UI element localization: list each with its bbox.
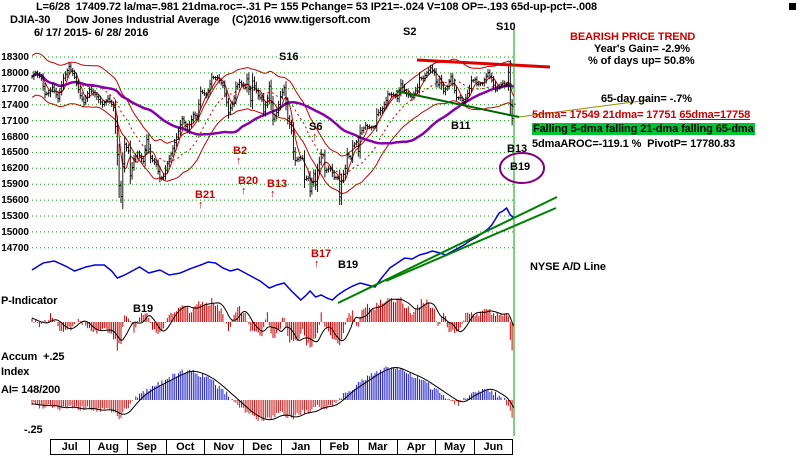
price-y-axis: 18300 18000 17700 17400 17100 16800 16500 16200… <box>0 0 31 459</box>
month-cell: May <box>435 439 475 455</box>
falling-dma-alert: Falling 5-dma falling 21-dma falling 65-… <box>532 123 755 135</box>
corner-mark <box>789 3 796 10</box>
y-axis-label: 14700 <box>1 243 29 254</box>
bearish-trend-label: BEARISH PRICE TREND <box>570 31 696 43</box>
p-indicator-label: P-Indicator <box>1 295 58 307</box>
index-label: Index <box>1 366 30 378</box>
month-cell: Oct <box>165 439 205 455</box>
y-axis-label: 17400 <box>1 100 29 111</box>
index-name: Dow Jones Industrial Average <box>66 14 220 26</box>
y-axis-label: 16500 <box>1 147 29 158</box>
years-gain-label: Year's Gain= -2.9% <box>594 43 690 55</box>
month-cell: Feb <box>319 439 359 455</box>
y-axis-label: 17700 <box>1 84 29 95</box>
y-axis-label: 15300 <box>1 211 29 222</box>
ai-value-label: AI= 148/200 <box>1 384 61 396</box>
y-axis-label: 15900 <box>1 179 29 190</box>
y-axis-label: 15600 <box>1 195 29 206</box>
y-axis-label: 16200 <box>1 163 29 174</box>
month-cell: Mar <box>358 439 398 455</box>
dma65-value: 65dma=17758 <box>679 109 751 121</box>
aroc-pivot-label: 5dmaAROC=-119.1 % PivotP= 17780.83 <box>532 138 736 150</box>
month-cell: Nov <box>204 439 244 455</box>
month-axis: Jul Aug Sep Oct Nov Dec Jan Feb Mar Apr May Jun <box>50 439 513 455</box>
falling-text: Falling 5-dma falling 21-dma falling 65-… <box>532 123 755 135</box>
dma-values: 5dma= 17549 21dma= 17751 <box>532 109 680 121</box>
symbol-label: DJIA-30 <box>10 14 51 26</box>
minus-25-label: -.25 <box>24 424 43 436</box>
month-cell: Apr <box>396 439 436 455</box>
month-cell: Aug <box>88 439 128 455</box>
copyright-label: (C)2016 www.tigersoft.com <box>232 14 371 26</box>
days-up-label: % of days up= 50.8% <box>588 55 695 67</box>
month-cell: Dec <box>242 439 282 455</box>
y-axis-label: 18300 <box>1 52 29 63</box>
month-cell: Jun <box>473 439 513 455</box>
dma-readout: 5dma= 17549 21dma= 17751 65dma=17758 <box>532 109 750 121</box>
accum-label: Accum +.25 <box>1 351 65 363</box>
month-cell: Jul <box>50 439 90 455</box>
date-range: 6/ 17/ 2015- 6/ 28/ 2016 <box>34 27 149 39</box>
stats-line: L=6/28 17409.72 la/ma=.981 21dma.roc=-.3… <box>36 1 598 13</box>
y-axis-label: 18000 <box>1 68 29 79</box>
y-axis-label: 16800 <box>1 132 29 143</box>
ad-line-label: NYSE A/D Line <box>530 261 606 273</box>
month-cell: Jan <box>281 439 321 455</box>
gain-65day-label: 65-day gain= -.7% <box>601 93 692 105</box>
y-axis-label: 17100 <box>1 116 29 127</box>
y-axis-label: 15000 <box>1 227 29 238</box>
month-cell: Sep <box>127 439 167 455</box>
